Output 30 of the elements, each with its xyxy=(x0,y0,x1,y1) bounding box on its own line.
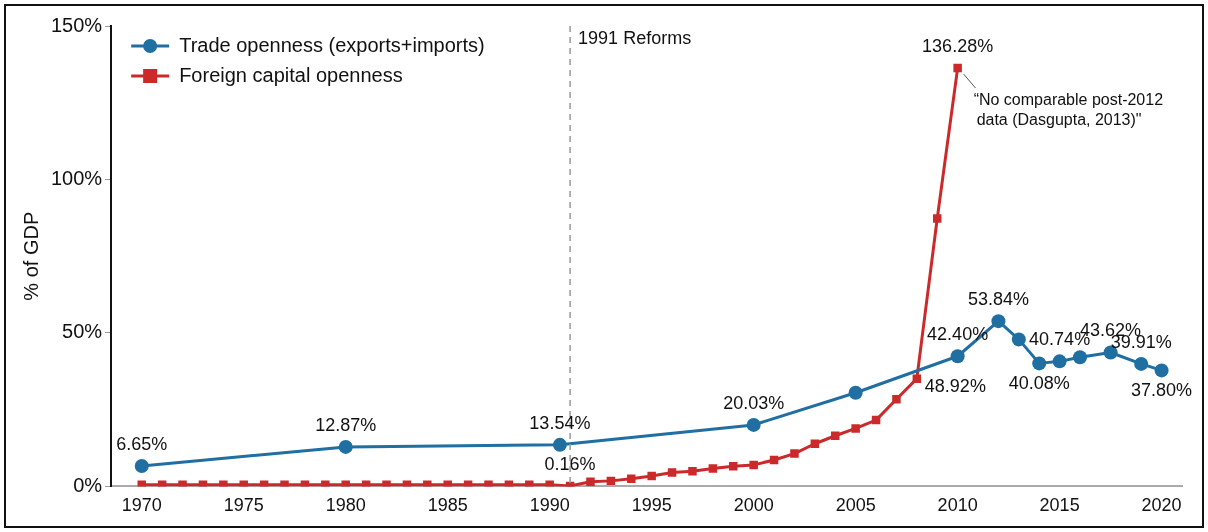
x-tick-label: 1985 xyxy=(427,495,468,516)
data-label: 40.08% xyxy=(1008,373,1070,394)
annotation: 48.92% xyxy=(924,375,986,396)
x-tick-label: 2015 xyxy=(1039,495,1080,516)
data-label: 53.84% xyxy=(967,289,1029,310)
x-tick-label: 1975 xyxy=(223,495,264,516)
x-tick-label: 1990 xyxy=(529,495,570,516)
x-tick-label: 2020 xyxy=(1141,495,1182,516)
data-label: 20.03% xyxy=(723,392,785,413)
data-label: 13.54% xyxy=(529,412,591,433)
data-label: 136.28% xyxy=(922,36,994,57)
data-label: 12.87% xyxy=(315,414,377,435)
legend-label: Trade openness (exports+imports) xyxy=(179,33,485,56)
ref-line-label: 1991 Reforms xyxy=(578,27,692,48)
x-tick-label: 2000 xyxy=(733,495,774,516)
y-tick-label: 100% xyxy=(51,166,103,189)
data-label: 6.65% xyxy=(116,433,168,454)
data-label: 37.80% xyxy=(1131,380,1193,401)
y-axis-title: % of GDP xyxy=(19,211,42,301)
legend-label: Foreign capital openness xyxy=(179,63,403,86)
y-tick-label: 0% xyxy=(73,473,103,496)
x-tick-label: 1980 xyxy=(325,495,366,516)
y-tick-label: 150% xyxy=(51,13,103,36)
x-tick-label: 1995 xyxy=(631,495,672,516)
x-tick-label: 2005 xyxy=(835,495,876,516)
x-tick-label: 1970 xyxy=(121,495,162,516)
x-tick-label: 2010 xyxy=(937,495,978,516)
annotation: “No comparable post-2012 data (Dasgupta, 2013)" xyxy=(973,90,1164,128)
y-tick-label: 50% xyxy=(62,320,103,343)
data-label: 0.16% xyxy=(544,453,596,474)
